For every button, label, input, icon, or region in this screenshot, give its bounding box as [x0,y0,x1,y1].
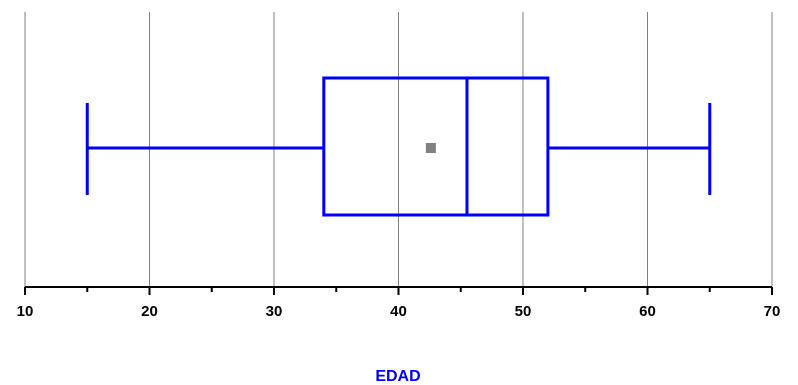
tick-label-30: 30 [266,303,283,320]
interquartile-box [322,76,550,217]
x-axis-ticks [24,287,773,295]
tick-label-20: 20 [141,303,158,320]
tick-label-60: 60 [639,303,656,320]
mean-marker [425,143,436,153]
tick-label-10: 10 [17,303,34,320]
box-plot [85,76,712,217]
tick-label-40: 40 [390,303,407,320]
x-axis-tick-labels: 10 20 30 40 50 60 70 [17,303,781,320]
tick-label-50: 50 [515,303,532,320]
tick-label-70: 70 [764,303,781,320]
x-axis-title: EDAD [375,368,420,385]
